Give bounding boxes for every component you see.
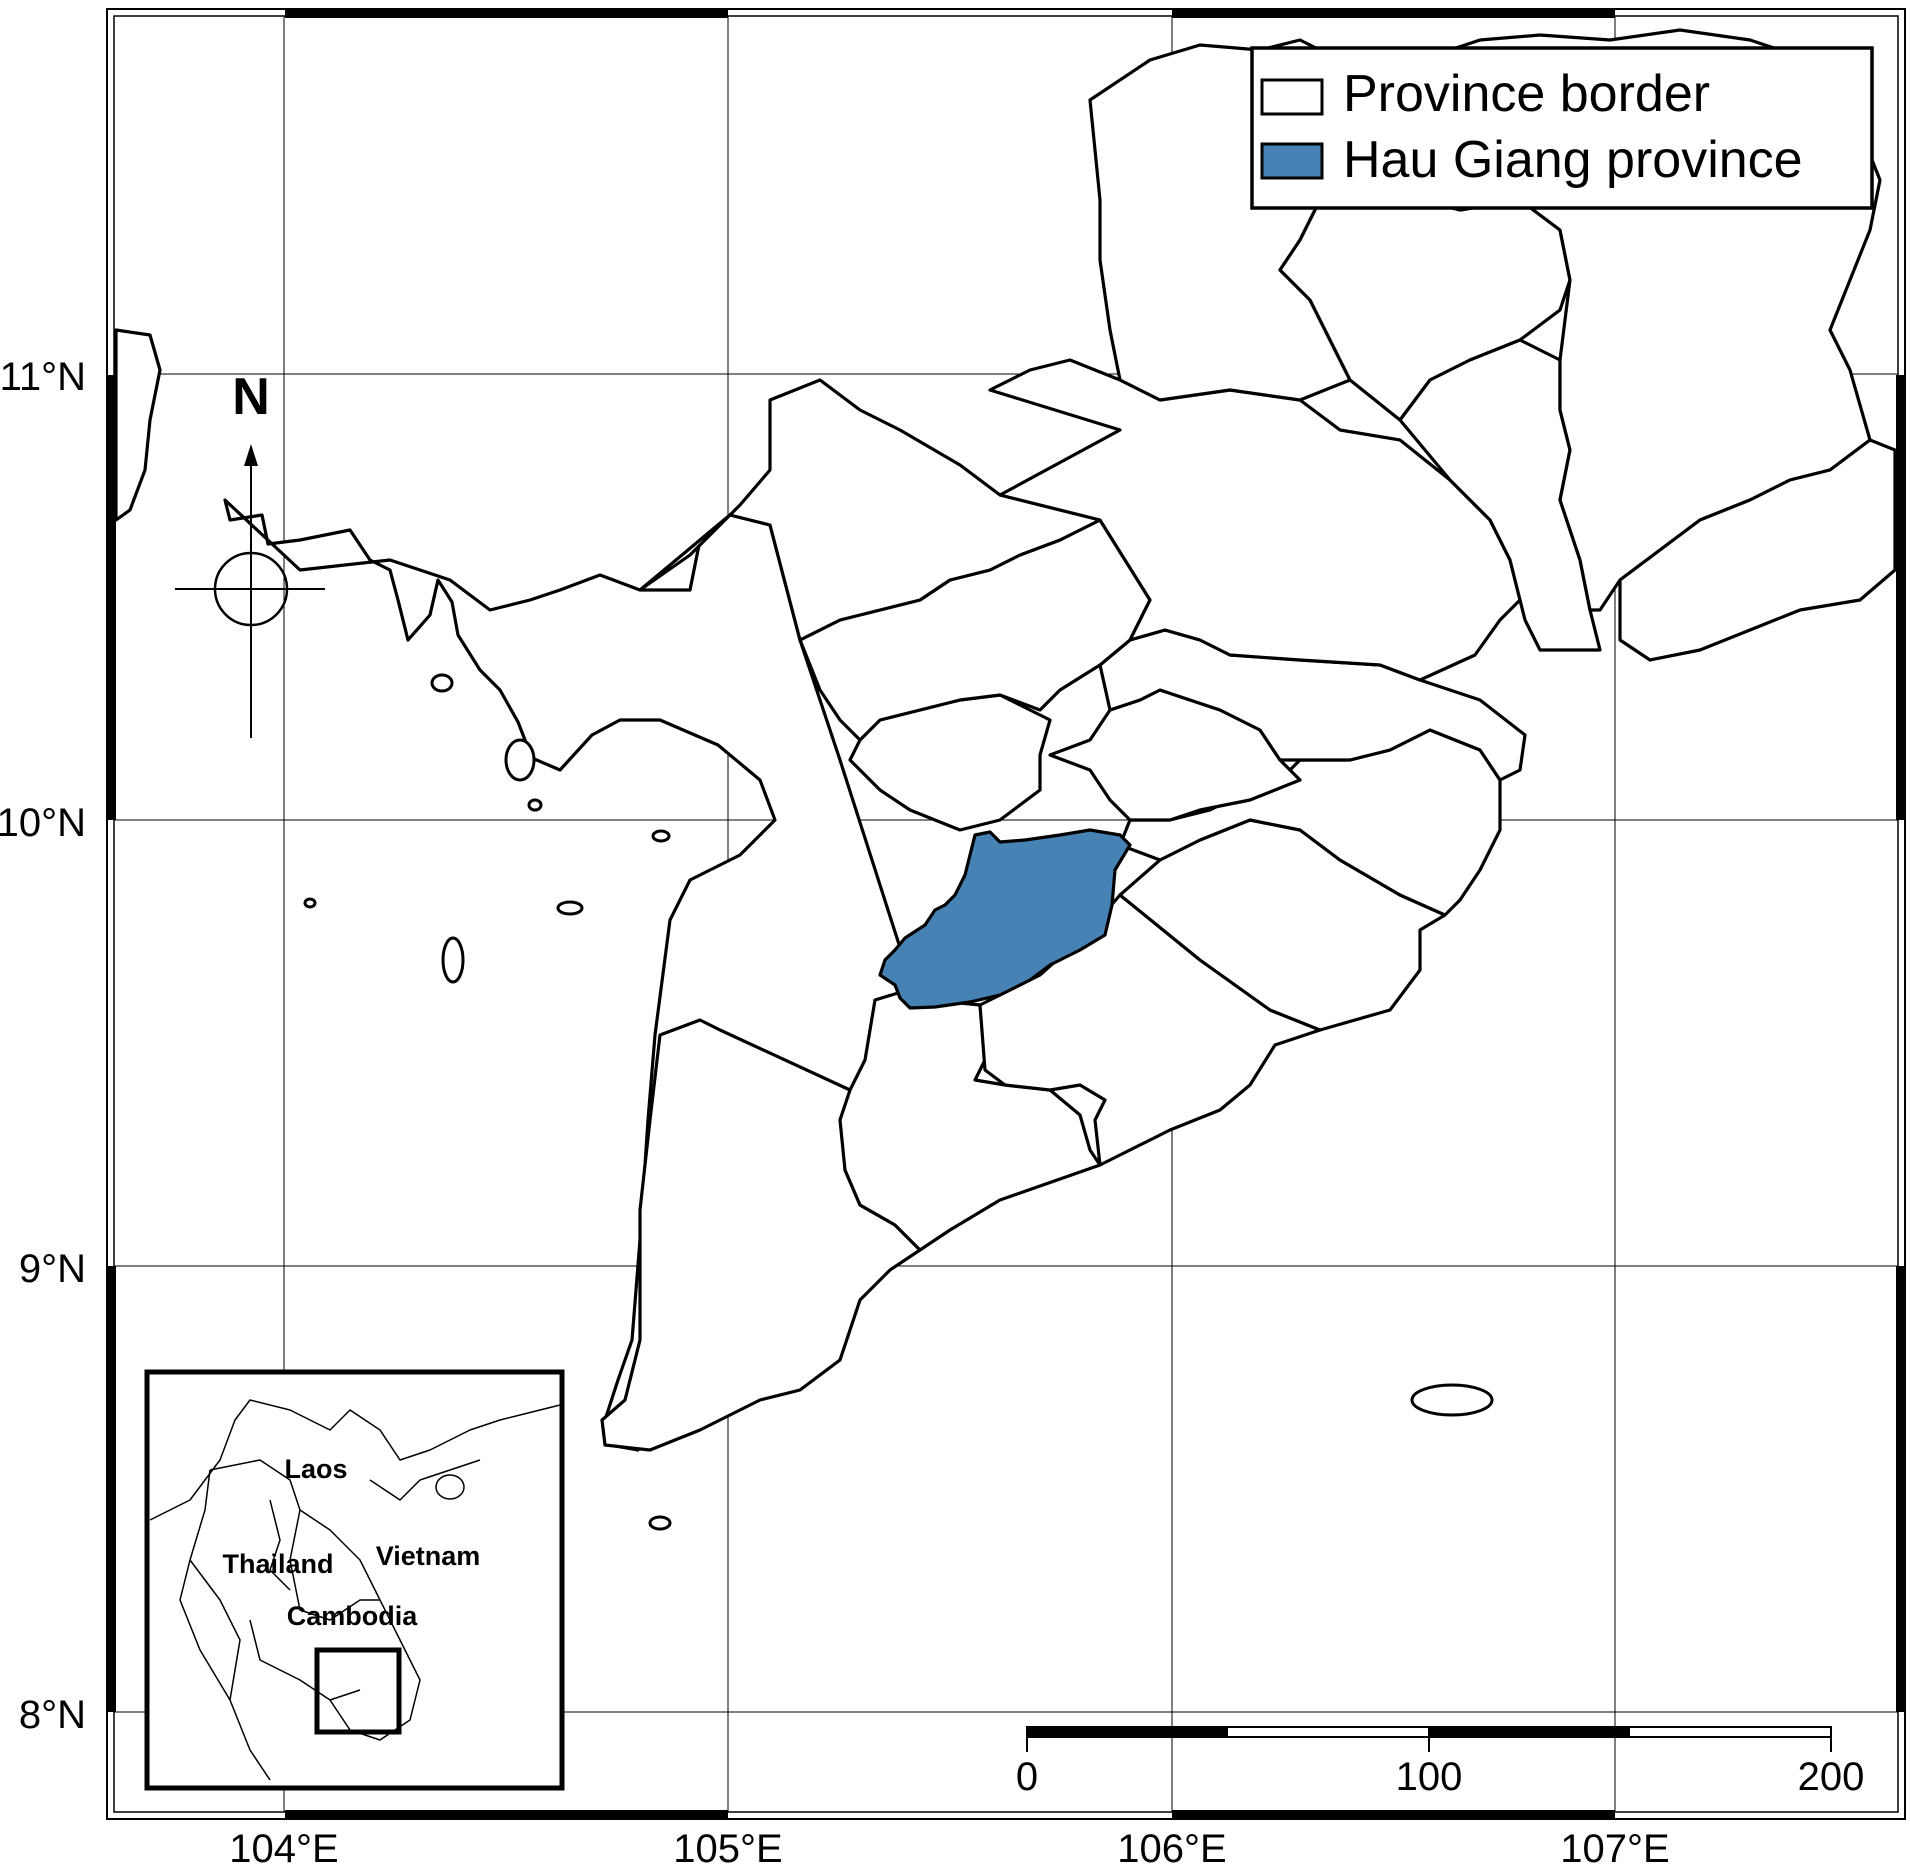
legend-label-border: Province border [1343,65,1710,123]
lon-tick-104: 104°E [229,1827,338,1870]
inset-label-cambodia: Cambodia [287,1601,419,1631]
north-arrow-icon [244,444,258,466]
lat-tick-9: 9°N [19,1247,86,1291]
lon-tick-107: 107°E [1560,1827,1669,1870]
inset-label-vietnam: Vietnam [376,1541,481,1571]
inset-label-laos: Laos [284,1454,347,1484]
province-borders [114,28,1897,1452]
lon-tick-105: 105°E [673,1827,782,1870]
inset-map: Laos Thailand Vietnam Cambodia [144,1369,565,1791]
legend-swatch-hau-giang [1260,142,1324,180]
province-ba-ria [1618,438,1897,662]
legend-label-hau-giang: Hau Giang province [1343,131,1803,189]
lat-tick-8: 8°N [19,1693,86,1737]
inset-label-thailand: Thailand [222,1549,333,1579]
islands [303,673,1494,1531]
legend: Province border Hau Giang province [1250,46,1874,210]
province-cambodia-coast [114,328,162,522]
lon-tick-labels: 104°E 105°E 106°E 107°E [229,1827,1669,1870]
lat-tick-10: 10°N [0,801,86,845]
hau-giang-province [878,828,1132,1010]
inset-borders [149,1399,561,1781]
lat-tick-11: 11°N [0,355,86,399]
scale-bar: 0 100 200 [1016,1726,1865,1799]
compass-label-n: N [232,368,270,426]
scale-label-200: 200 [1798,1755,1865,1799]
scale-label-0: 0 [1016,1755,1038,1799]
lat-tick-labels: 11°N 10°N 9°N 8°N [0,355,86,1737]
compass-rose: N [175,368,325,738]
province-an-giang [638,378,1102,642]
legend-swatch-border [1260,78,1324,116]
lon-tick-106: 106°E [1117,1827,1226,1870]
inset-extent-box [314,1647,402,1735]
scale-label-100: 100 [1396,1755,1463,1799]
